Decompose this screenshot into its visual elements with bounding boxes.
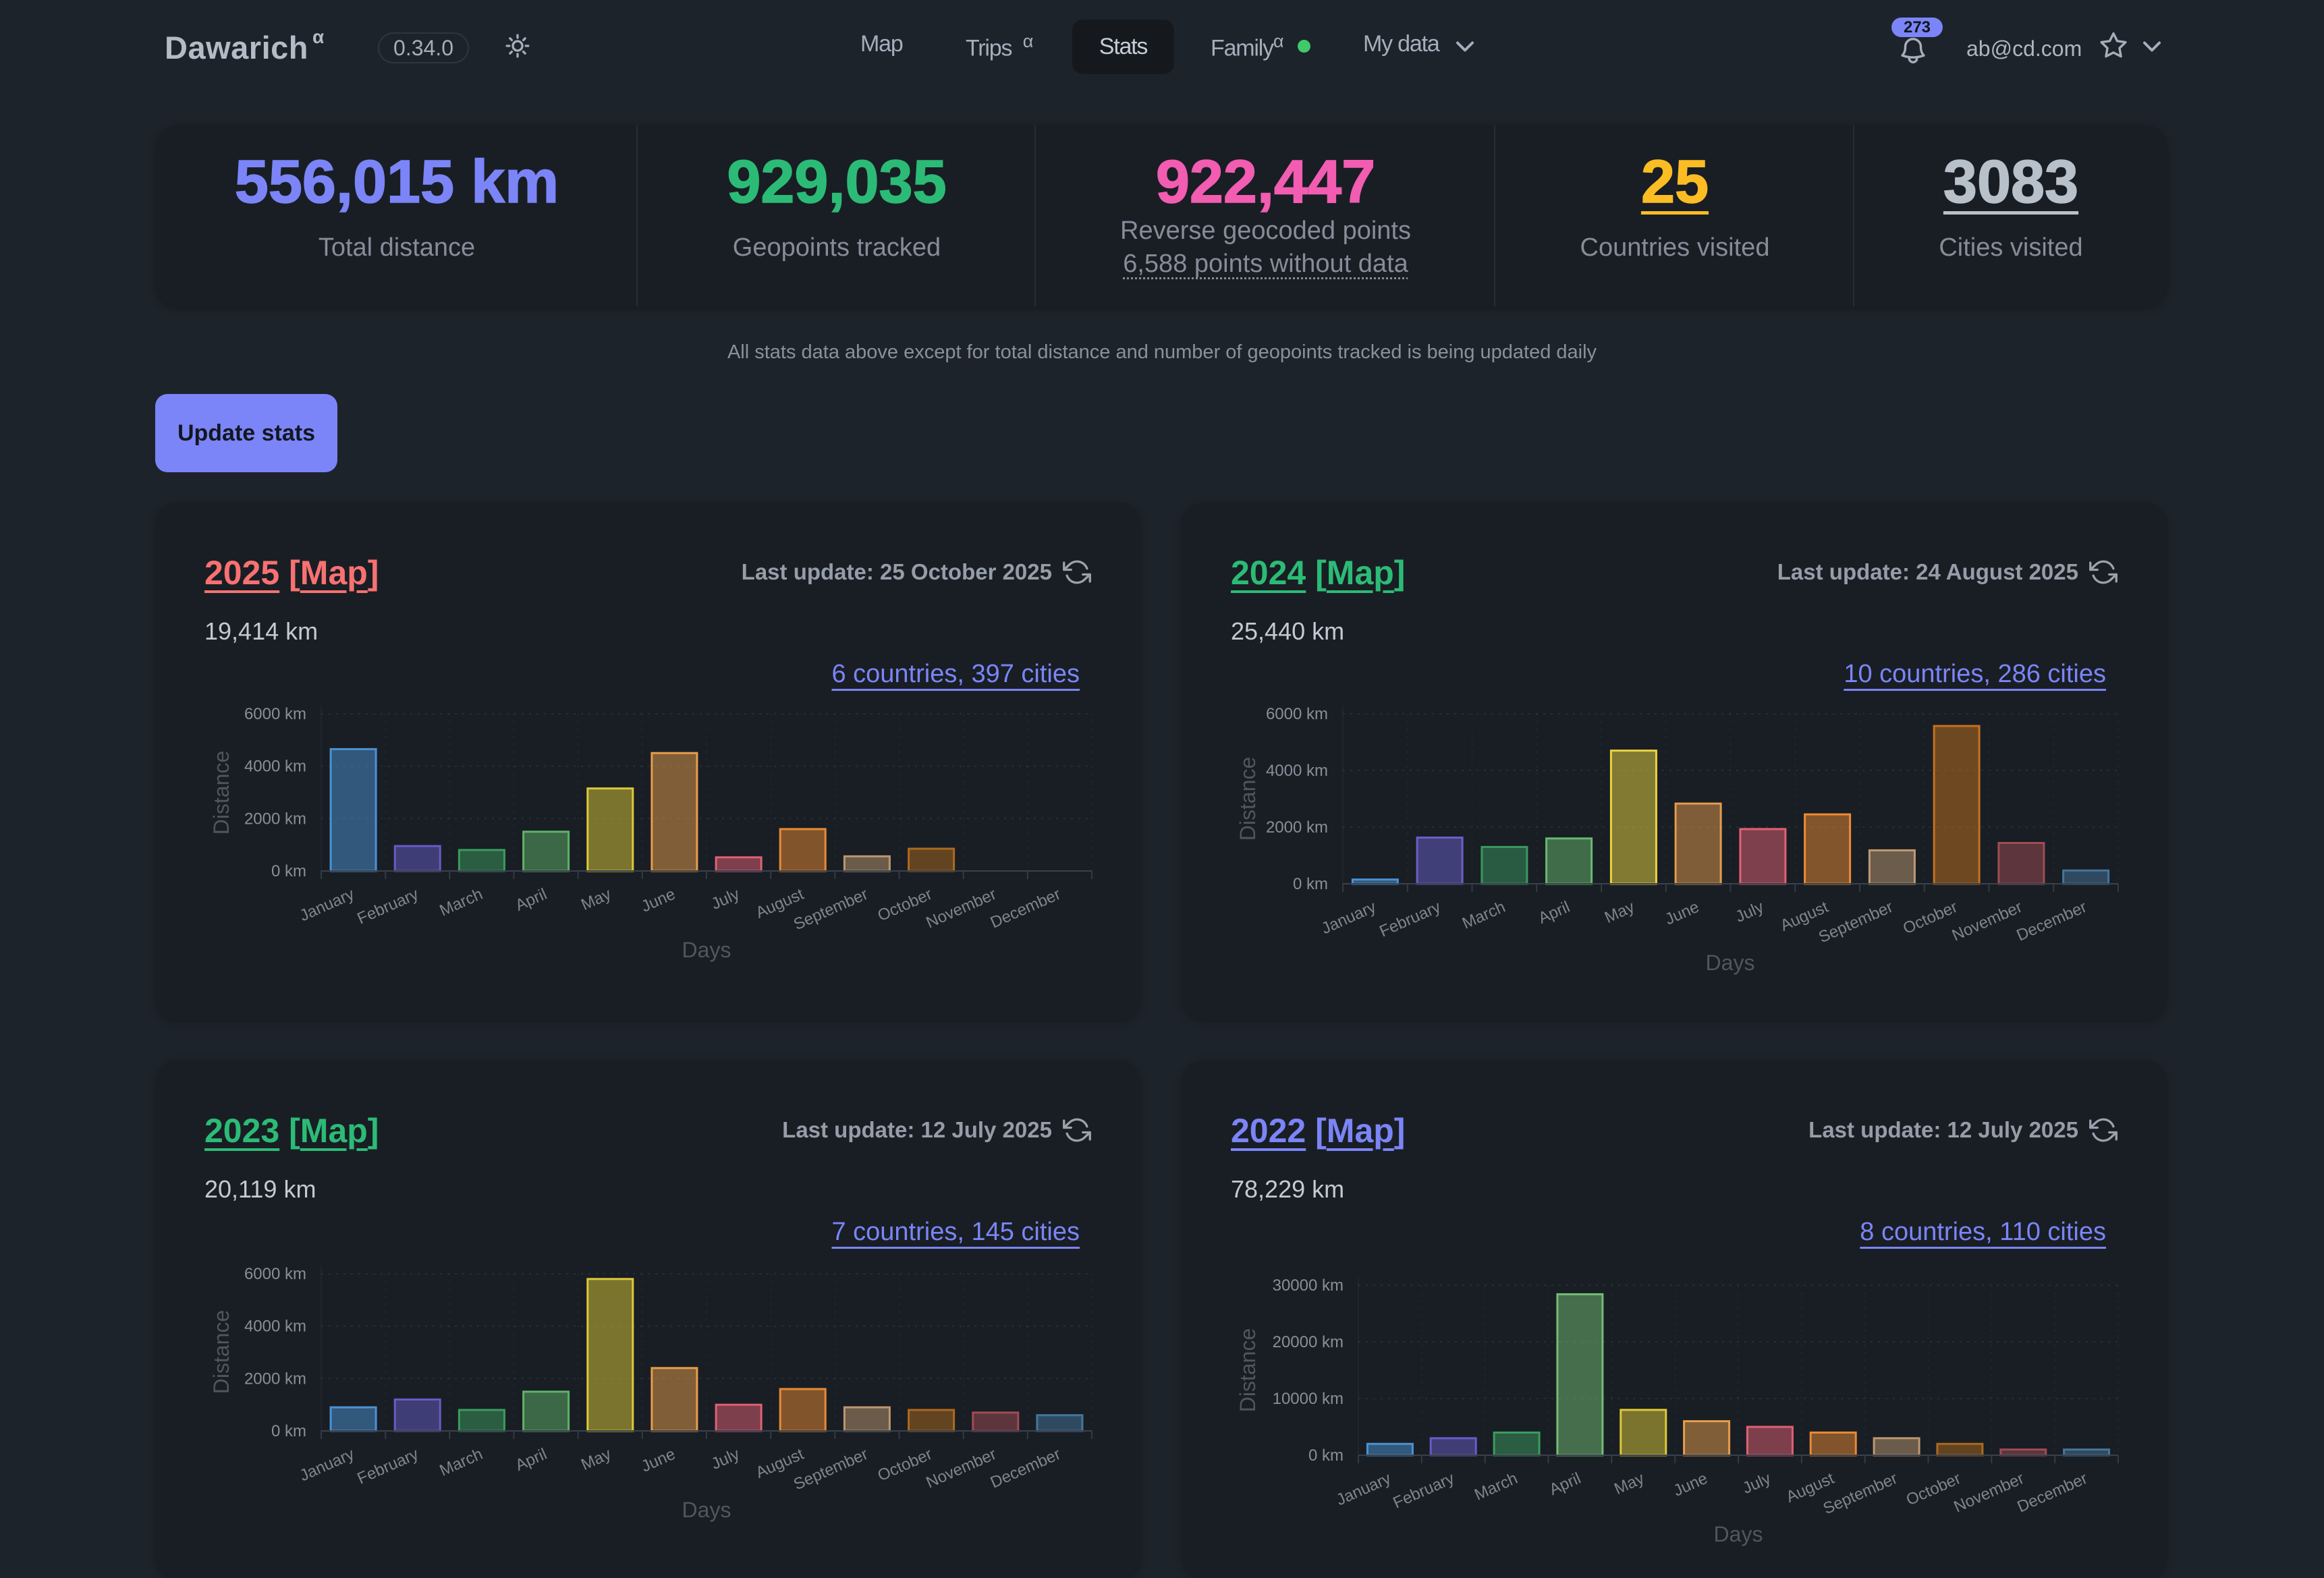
svg-text:May: May	[1602, 898, 1637, 927]
svg-text:March: March	[437, 885, 485, 920]
svg-text:2000 km: 2000 km	[244, 810, 306, 828]
svg-text:June: June	[1663, 898, 1703, 929]
svg-text:January: January	[1333, 1469, 1393, 1509]
svg-text:March: March	[437, 1445, 485, 1480]
svg-text:November: November	[1949, 898, 2025, 945]
svg-text:June: June	[638, 1445, 678, 1476]
svg-text:April: April	[513, 1445, 550, 1475]
svg-text:July: July	[1733, 898, 1767, 926]
svg-text:Distance: Distance	[209, 1310, 233, 1394]
svg-text:March: March	[1460, 898, 1508, 933]
svg-text:December: December	[2014, 898, 2089, 945]
svg-text:0 km: 0 km	[271, 1422, 306, 1440]
svg-text:September: September	[791, 885, 870, 934]
svg-text:December: December	[988, 1445, 1063, 1492]
svg-text:April: April	[1547, 1469, 1584, 1499]
svg-text:0 km: 0 km	[1293, 875, 1328, 893]
svg-text:July: July	[709, 1445, 742, 1473]
svg-text:November: November	[924, 1445, 999, 1492]
svg-text:Distance: Distance	[209, 751, 233, 835]
svg-text:6000 km: 6000 km	[244, 1265, 306, 1283]
svg-text:December: December	[2014, 1469, 2090, 1517]
svg-text:September: September	[791, 1445, 870, 1494]
svg-text:June: June	[1671, 1469, 1711, 1500]
svg-text:February: February	[1377, 898, 1443, 941]
svg-text:March: March	[1472, 1469, 1520, 1504]
svg-text:April: April	[513, 885, 550, 915]
svg-text:September: September	[1816, 898, 1896, 947]
svg-text:February: February	[1391, 1469, 1458, 1513]
svg-text:July: July	[709, 885, 742, 913]
svg-text:4000 km: 4000 km	[244, 1318, 306, 1336]
svg-text:January: January	[297, 1445, 357, 1485]
svg-text:0 km: 0 km	[271, 862, 306, 880]
svg-text:January: January	[297, 885, 357, 925]
svg-text:Days: Days	[682, 938, 731, 962]
svg-text:Days: Days	[1706, 951, 1755, 975]
svg-text:May: May	[1611, 1469, 1647, 1498]
svg-text:December: December	[988, 885, 1063, 932]
svg-text:November: November	[924, 885, 999, 932]
svg-text:January: January	[1319, 898, 1379, 938]
svg-text:May: May	[578, 1445, 613, 1474]
svg-text:November: November	[1952, 1469, 2027, 1517]
svg-text:20000 km: 20000 km	[1273, 1333, 1344, 1351]
svg-text:April: April	[1536, 898, 1573, 928]
svg-text:4000 km: 4000 km	[244, 758, 306, 776]
svg-text:Distance: Distance	[1236, 757, 1260, 841]
svg-text:February: February	[355, 885, 422, 928]
svg-text:2000 km: 2000 km	[1266, 818, 1328, 837]
svg-text:Days: Days	[682, 1498, 731, 1522]
svg-text:July: July	[1740, 1469, 1773, 1498]
svg-text:Days: Days	[1714, 1522, 1763, 1546]
svg-text:6000 km: 6000 km	[1266, 705, 1328, 723]
svg-text:May: May	[578, 885, 613, 914]
svg-text:0 km: 0 km	[1308, 1446, 1344, 1465]
svg-text:4000 km: 4000 km	[1266, 762, 1328, 780]
svg-text:10000 km: 10000 km	[1273, 1390, 1344, 1408]
svg-text:2000 km: 2000 km	[244, 1370, 306, 1388]
svg-text:Distance: Distance	[1236, 1328, 1260, 1413]
svg-text:February: February	[355, 1445, 422, 1488]
svg-text:6000 km: 6000 km	[244, 705, 306, 723]
svg-text:30000 km: 30000 km	[1273, 1276, 1344, 1295]
svg-text:June: June	[638, 885, 678, 916]
